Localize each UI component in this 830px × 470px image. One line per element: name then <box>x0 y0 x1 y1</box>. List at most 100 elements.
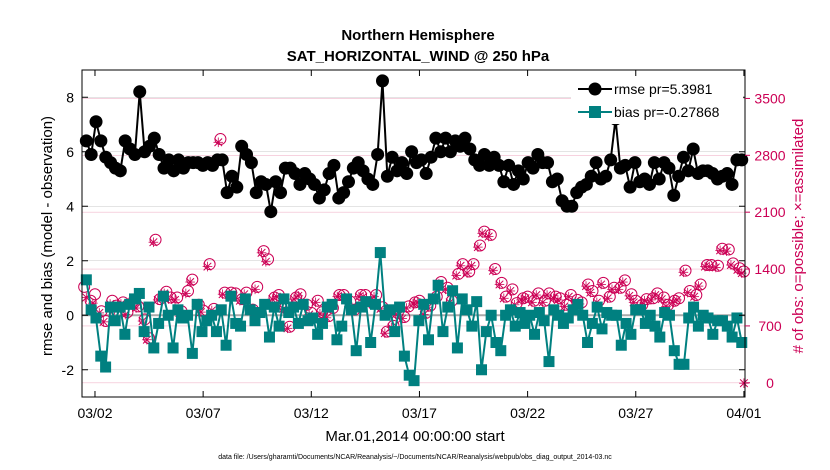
bias-point <box>153 317 165 329</box>
obs-possible-marker <box>694 278 707 291</box>
bias-point <box>244 304 256 316</box>
rmse-point <box>647 156 661 170</box>
rmse-point <box>371 147 385 161</box>
obs-assimilated-marker <box>678 267 689 278</box>
obs-assimilated-marker <box>553 295 563 305</box>
obs-assimilated-marker <box>261 256 271 267</box>
obs-possible-marker <box>251 280 264 293</box>
bias-point <box>615 339 627 351</box>
rmse-point <box>589 156 603 170</box>
bias-point <box>365 337 377 348</box>
obs-assimilated-marker <box>170 295 180 305</box>
legend-bias-label: bias pr=-0.27868 <box>614 104 720 120</box>
obs-assimilated-marker <box>726 260 736 270</box>
rmse-series <box>79 74 749 219</box>
obs-assimilated-marker <box>466 260 477 271</box>
obs-assimilated-marker <box>488 265 498 276</box>
bias-point <box>509 320 521 332</box>
rmse-point <box>526 161 540 175</box>
bias-point <box>635 304 647 316</box>
bias-point <box>350 345 362 357</box>
bias-point <box>235 320 247 332</box>
obs-possible-marker <box>149 233 162 246</box>
obs-assimilated-marker <box>531 290 542 300</box>
left-tick-label: 0 <box>66 307 74 323</box>
obs-assimilated-marker <box>505 286 516 296</box>
bias-point <box>663 309 675 321</box>
rmse-point <box>623 180 637 194</box>
obs-assimilated-marker <box>462 268 472 278</box>
bias-point <box>341 293 353 305</box>
bias-point <box>451 342 463 354</box>
bias-point <box>504 304 516 316</box>
bias-point <box>206 309 218 321</box>
rmse-point <box>375 74 389 88</box>
obs-assimilated-marker <box>682 287 693 298</box>
obs-assimilated-marker <box>148 237 159 248</box>
bias-point <box>495 345 507 357</box>
bias-point <box>485 309 497 321</box>
bias-point <box>210 326 222 338</box>
bias-point <box>543 356 555 368</box>
rmse-point <box>84 147 98 161</box>
right-tick-label: 1400 <box>754 261 785 277</box>
obs-assimilated-marker <box>559 301 570 312</box>
rmse-point <box>249 186 263 200</box>
x-tick-label: 03/02 <box>77 405 112 421</box>
bias-point <box>668 345 680 357</box>
bias-point <box>721 320 733 332</box>
rmse-point <box>628 156 642 170</box>
bias-point <box>466 320 478 332</box>
rmse-point <box>507 177 521 191</box>
x-tick-label: 03/07 <box>186 405 221 421</box>
rmse-point <box>337 186 351 200</box>
bias-point <box>702 312 714 324</box>
obs-assimilated-marker <box>596 279 606 290</box>
bias-point <box>331 334 343 346</box>
x-tick-label: 04/01 <box>726 405 761 421</box>
bias-point <box>162 309 174 321</box>
bias-point <box>553 309 565 321</box>
x-tick-label: 03/17 <box>402 405 437 421</box>
rmse-point <box>94 134 108 148</box>
rmse-point <box>672 169 686 183</box>
legend: rmse pr=5.3981 bias pr=-0.27868 <box>571 78 743 124</box>
chart-subtitle: SAT_HORIZONTAL_WIND @ 250 hPa <box>287 48 550 65</box>
obs-assimilated-marker <box>542 290 552 300</box>
rmse-point <box>293 177 307 191</box>
obs-assimilated-marker <box>185 277 195 287</box>
legend-rmse-label: rmse pr=5.3981 <box>614 81 713 97</box>
obs-assimilated-marker <box>693 281 704 291</box>
bias-point <box>138 326 150 338</box>
bias-point <box>649 320 661 332</box>
bias-point <box>529 328 541 340</box>
bias-point <box>524 309 536 321</box>
obs-possible-marker <box>586 284 599 297</box>
rmse-point <box>133 85 147 99</box>
bias-series <box>80 247 748 387</box>
obs-assimilated-marker <box>455 260 466 271</box>
bias-point <box>191 298 203 310</box>
bias-point <box>345 304 357 316</box>
bias-point <box>288 301 300 313</box>
bias-point <box>186 347 198 359</box>
obs-assimilated-marker <box>624 291 635 301</box>
bias-point <box>620 317 632 329</box>
rmse-point <box>458 131 472 145</box>
obs-assimilated-marker <box>617 277 628 287</box>
bias-point <box>182 309 194 321</box>
bias-point <box>625 328 637 340</box>
obs-possible-marker <box>478 225 491 238</box>
bias-point <box>519 317 531 329</box>
legend-bias-marker <box>589 106 601 118</box>
rmse-point <box>604 153 618 167</box>
left-axis-label: rmse and bias (model - observation) <box>39 116 56 356</box>
right-tick-label: 700 <box>758 318 782 334</box>
obs-possible-marker <box>181 284 194 297</box>
bias-point <box>225 290 237 302</box>
chart-title: Northern Hemisphere <box>341 27 494 44</box>
bias-point <box>326 298 338 310</box>
bias-point <box>586 317 598 329</box>
obs-assimilated-marker <box>563 291 574 302</box>
rmse-point <box>341 175 355 189</box>
